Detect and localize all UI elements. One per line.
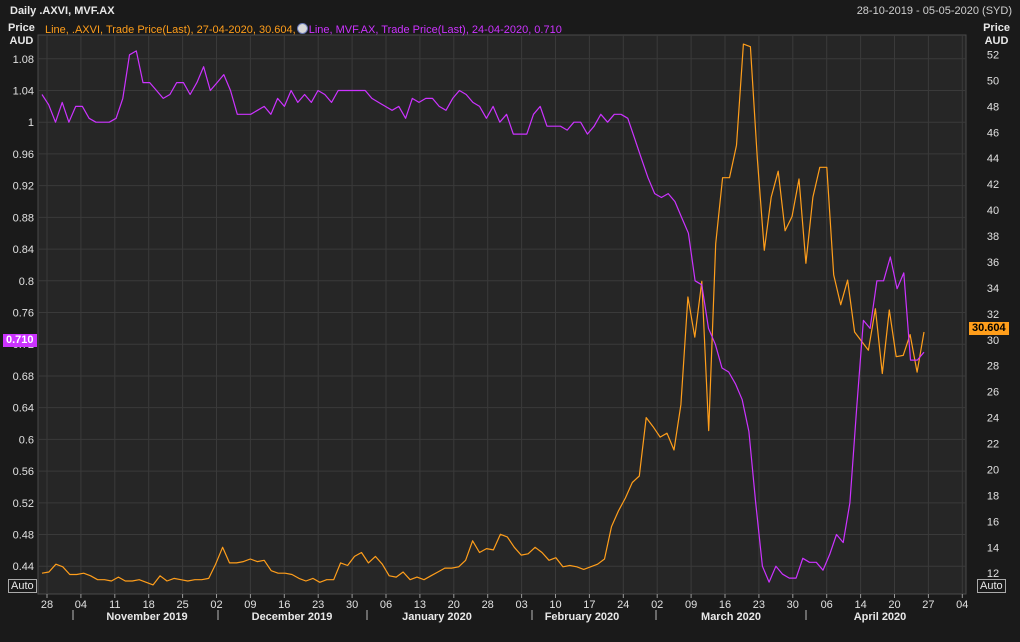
left-axis: 0.440.480.520.560.60.640.680.720.760.80.… bbox=[13, 54, 34, 573]
x-tick-label: 25 bbox=[176, 599, 188, 611]
x-tick-label: 23 bbox=[753, 599, 765, 611]
x-tick-label: 06 bbox=[380, 599, 392, 611]
clock-icon bbox=[296, 23, 308, 34]
right-tick-label: 18 bbox=[987, 490, 999, 502]
legend-axvi[interactable]: Line, .AXVI, Trade Price(Last), 27-04-20… bbox=[45, 24, 296, 36]
left-tick-label: 0.76 bbox=[13, 308, 34, 320]
legend-mvf[interactable]: Line, MVF.AX, Trade Price(Last), 24-04-2… bbox=[308, 24, 562, 36]
series-line-mvfax bbox=[41, 50, 925, 583]
x-tick-label: 28 bbox=[482, 599, 494, 611]
x-tick-label: 16 bbox=[719, 599, 731, 611]
left-tick-label: 0.52 bbox=[13, 498, 34, 510]
x-axis: 28 04 11 18 25 02 09 16 23 30 06 13 20 28 03 10 17 24 02 09… bbox=[41, 594, 968, 623]
x-tick-label: 02 bbox=[210, 599, 222, 611]
month-label: April 2020 bbox=[854, 611, 907, 623]
x-tick-label: 24 bbox=[617, 599, 629, 611]
series-layer bbox=[41, 43, 925, 586]
grid bbox=[38, 35, 966, 594]
right-tick-label: 52 bbox=[987, 49, 999, 61]
left-tick-label: 1.08 bbox=[13, 54, 34, 66]
plot-area bbox=[37, 34, 967, 595]
axvi-last-value-tag: 30.604 bbox=[969, 322, 1009, 335]
left-tick-label: 0.6 bbox=[19, 434, 34, 446]
left-tick-label: 0.56 bbox=[13, 466, 34, 478]
x-tick-label: 14 bbox=[854, 599, 866, 611]
x-tick-label: 11 bbox=[109, 599, 120, 611]
right-tick-label: 46 bbox=[987, 127, 999, 139]
left-tick-label: 0.8 bbox=[19, 276, 34, 288]
x-tick-label: 28 bbox=[41, 599, 53, 611]
left-tick-label: 0.96 bbox=[13, 149, 34, 161]
right-tick-label: 26 bbox=[987, 387, 999, 399]
series-line-axvi bbox=[41, 43, 925, 586]
x-tick-label: 04 bbox=[75, 599, 87, 611]
x-tick-label: 23 bbox=[312, 599, 324, 611]
left-tick-label: 0.84 bbox=[13, 244, 34, 256]
x-tick-label: 10 bbox=[549, 599, 561, 611]
left-unit-aud: AUD bbox=[9, 35, 34, 47]
month-label: December 2019 bbox=[252, 611, 333, 623]
x-tick-label: 30 bbox=[787, 599, 799, 611]
x-tick-label: 09 bbox=[685, 599, 697, 611]
right-tick-label: 32 bbox=[987, 309, 999, 321]
right-tick-label: 42 bbox=[987, 179, 999, 191]
right-tick-label: 36 bbox=[987, 257, 999, 269]
right-tick-label: 20 bbox=[987, 464, 999, 476]
x-tick-label: 04 bbox=[956, 599, 968, 611]
right-tick-label: 44 bbox=[987, 153, 999, 165]
x-tick-label: 30 bbox=[346, 599, 358, 611]
month-label: January 2020 bbox=[402, 611, 472, 623]
right-unit-aud: AUD bbox=[984, 35, 1009, 47]
right-autoscale-button[interactable]: Auto bbox=[977, 579, 1006, 593]
x-tick-label: 20 bbox=[448, 599, 460, 611]
right-tick-label: 16 bbox=[987, 516, 999, 528]
x-tick-label: 17 bbox=[583, 599, 595, 611]
right-tick-label: 22 bbox=[987, 439, 999, 451]
right-unit-price: Price bbox=[983, 22, 1010, 34]
x-tick-label: 06 bbox=[821, 599, 833, 611]
x-tick-label: 27 bbox=[922, 599, 934, 611]
right-tick-label: 38 bbox=[987, 231, 999, 243]
month-label: March 2020 bbox=[701, 611, 761, 623]
left-tick-label: 0.68 bbox=[13, 371, 34, 383]
left-tick-label: 0.88 bbox=[13, 212, 34, 224]
right-tick-label: 34 bbox=[987, 283, 999, 295]
x-tick-label: 09 bbox=[244, 599, 256, 611]
left-axis-unit: Price AUD bbox=[8, 22, 35, 48]
left-tick-label: 0.64 bbox=[13, 403, 34, 415]
date-range: 28-10-2019 - 05-05-2020 (SYD) bbox=[856, 5, 1012, 17]
x-tick-label: 02 bbox=[651, 599, 663, 611]
left-tick-label: 0.92 bbox=[13, 181, 34, 193]
x-tick-label: 03 bbox=[515, 599, 527, 611]
x-tick-label: 18 bbox=[143, 599, 155, 611]
mvf-last-value-tag: 0.710 bbox=[3, 334, 37, 347]
left-tick-label: 0.44 bbox=[13, 561, 34, 573]
x-tick-label: 20 bbox=[888, 599, 900, 611]
x-tick-label: 13 bbox=[414, 599, 426, 611]
month-label: November 2019 bbox=[106, 611, 187, 623]
left-unit-price: Price bbox=[8, 22, 35, 34]
x-tick-label: 16 bbox=[278, 599, 290, 611]
right-tick-label: 40 bbox=[987, 205, 999, 217]
right-tick-label: 28 bbox=[987, 361, 999, 373]
chart-title: Daily .AXVI, MVF.AX bbox=[10, 5, 115, 17]
right-tick-label: 50 bbox=[987, 75, 999, 87]
right-tick-label: 24 bbox=[987, 413, 999, 425]
month-label: February 2020 bbox=[545, 611, 620, 623]
left-autoscale-button[interactable]: Auto bbox=[8, 579, 37, 593]
right-tick-label: 14 bbox=[987, 542, 999, 554]
legend: Line, .AXVI, Trade Price(Last), 27-04-20… bbox=[45, 23, 562, 36]
right-axis-unit: Price AUD bbox=[983, 22, 1010, 48]
right-tick-label: 12 bbox=[987, 568, 999, 580]
right-tick-label: 30 bbox=[987, 335, 999, 347]
right-tick-label: 48 bbox=[987, 101, 999, 113]
right-axis: 12 14 16 18 20 22 24 26 28 30 32 34 36 38 40 42 44 46 48 50… bbox=[987, 49, 999, 580]
left-tick-label: 1 bbox=[28, 117, 34, 129]
left-tick-label: 0.48 bbox=[13, 530, 34, 542]
left-tick-label: 1.04 bbox=[13, 86, 34, 98]
